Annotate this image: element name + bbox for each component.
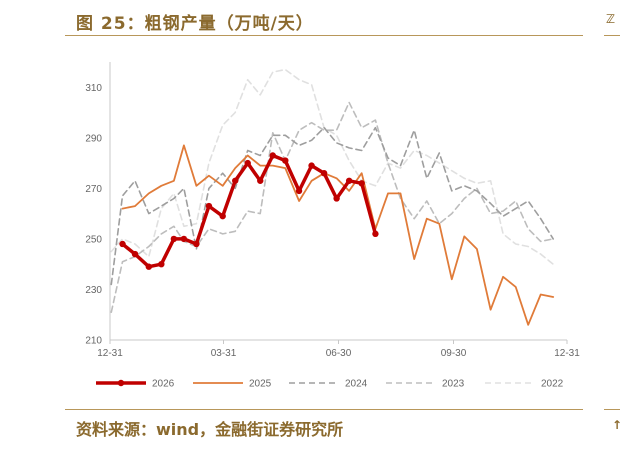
series-2026	[119, 152, 379, 270]
legend-item-2026: 2026	[96, 379, 175, 390]
side-mark-top: ℤ	[606, 12, 616, 26]
y-tick-label: 270	[85, 184, 102, 195]
legend-label: 2025	[249, 379, 272, 390]
data-point	[257, 177, 264, 184]
legend-label: 2022	[541, 379, 564, 390]
data-point	[131, 250, 139, 258]
figure-title: 图 25：粗钢产量（万吨/天）	[76, 14, 314, 34]
y-tick-label: 230	[85, 285, 102, 296]
legend-marker	[117, 379, 125, 387]
y-tick-label: 210	[85, 336, 102, 347]
data-point	[205, 202, 213, 210]
chart-series	[110, 68, 555, 326]
chart-legend: 2026 2025 2024 2023 2022	[96, 379, 564, 390]
y-tick-label: 250	[85, 234, 102, 245]
x-tick-label: 12-31	[554, 348, 580, 359]
data-point	[282, 157, 289, 164]
data-point	[232, 177, 239, 184]
y-tick-label: 290	[85, 133, 102, 144]
series-2025	[121, 144, 555, 326]
legend-item-2022: 2022	[485, 379, 564, 390]
data-point	[170, 235, 178, 243]
series-line-2024	[110, 126, 554, 286]
source-rule	[65, 409, 583, 410]
title-rule	[65, 35, 583, 36]
data-point	[219, 212, 226, 220]
side-rule-bottom	[604, 409, 620, 410]
series-2024	[110, 126, 554, 286]
x-tick-label: 09-30	[441, 348, 467, 359]
data-point	[244, 159, 251, 167]
data-point	[145, 263, 153, 270]
data-point	[333, 195, 340, 202]
data-point	[320, 170, 328, 177]
data-point	[158, 260, 165, 268]
legend-item-2024: 2024	[289, 379, 368, 390]
legend-label: 2026	[152, 379, 175, 390]
data-point	[269, 152, 276, 159]
legend-label: 2023	[442, 379, 465, 390]
series-line-2022	[110, 68, 554, 265]
data-point	[119, 240, 126, 248]
data-point	[308, 162, 315, 169]
chart-axes: 210 230 250 270 290 310 12-31 03-31 06-30 09-30 12…	[85, 62, 580, 359]
x-tick-label: 12-31	[97, 348, 123, 359]
series-line-2025	[121, 144, 555, 326]
data-point	[193, 240, 200, 248]
y-tick-label: 310	[85, 83, 102, 94]
x-tick-label: 06-30	[326, 348, 352, 359]
side-mark-bottom: ↑	[612, 418, 620, 432]
source-note: 资料来源：wind，金融街证券研究所	[76, 420, 344, 439]
x-tick-label: 03-31	[211, 348, 237, 359]
data-point	[372, 230, 379, 238]
data-point	[180, 235, 188, 243]
legend-label: 2024	[345, 379, 368, 390]
data-point	[358, 180, 365, 187]
legend-item-2023: 2023	[386, 379, 465, 390]
series-2022	[110, 68, 554, 265]
side-rule-top	[604, 35, 620, 36]
data-point	[295, 187, 303, 195]
legend-item-2025: 2025	[193, 379, 272, 390]
data-point	[345, 177, 353, 184]
